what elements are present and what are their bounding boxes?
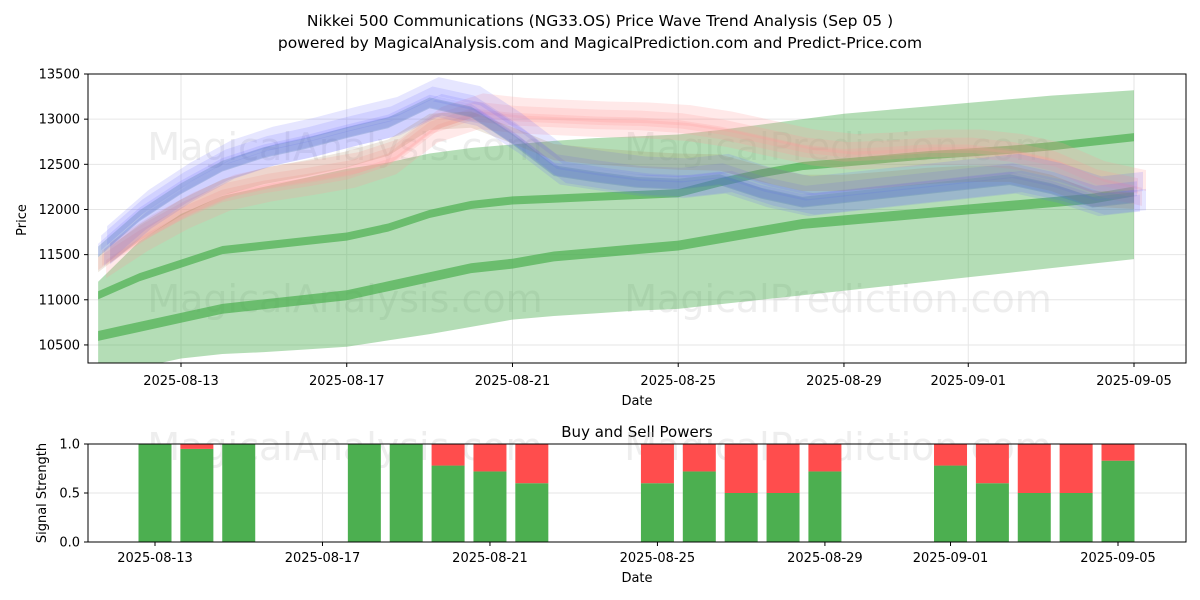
sell-power-bar [473, 444, 507, 472]
buy-power-bar [934, 465, 968, 542]
price-chart-xlabel: Date [621, 394, 652, 409]
red-wave-band [102, 101, 1139, 266]
red-wave-band [98, 108, 1135, 270]
sell-power-bar [1059, 444, 1093, 493]
buy-power-bar [766, 493, 800, 542]
buy-power-bar [515, 483, 549, 542]
watermark-prediction-mid: MagicalPrediction.com [624, 277, 1052, 321]
sell-power-bar [431, 444, 465, 466]
power-y-tick-label: 0.0 [59, 536, 80, 551]
sell-power-bar [180, 444, 214, 449]
blue-wave-band [101, 86, 1138, 251]
price-y-tick-label: 11000 [39, 293, 80, 308]
buy-power-bar [1059, 493, 1093, 542]
price-y-tick-label: 12500 [39, 158, 80, 173]
sell-power-bar [640, 444, 674, 484]
power-chart-title: Buy and Sell Powers [561, 423, 713, 441]
steel-wave-band [98, 97, 1135, 258]
chart-title-line1: Nikkei 500 Communications (NG33.OS) Pric… [307, 12, 893, 30]
power-x-tick-label: 2025-08-29 [787, 551, 863, 566]
green-mid-line-1-band [98, 133, 1135, 300]
overlap-wave-band [98, 111, 1135, 273]
watermark-analysis-top: MagicalAnalysis.com [147, 125, 542, 169]
blue-wave-band [104, 99, 1141, 266]
buy-power-bar [975, 483, 1009, 542]
power-x-tick-label: 2025-09-01 [913, 551, 989, 566]
sell-power-bar [724, 444, 758, 493]
power-y-tick-label: 0.5 [59, 487, 80, 502]
buy-power-bar [808, 471, 842, 542]
sell-power-bar [766, 444, 800, 493]
red-wave-band [106, 111, 1143, 279]
power-chart-bars [138, 444, 1135, 542]
power-chart-axes: 2025-08-13 2025-08-17 2025-08-21 2025-08-25… [59, 438, 1155, 567]
buy-power-bar [724, 493, 758, 542]
price-x-tick-label: 2025-09-05 [1096, 374, 1172, 389]
price-y-tick-label: 13000 [39, 113, 80, 128]
buy-power-bar [682, 471, 716, 542]
power-x-tick-label: 2025-08-17 [285, 551, 361, 566]
buy-power-bar [347, 444, 381, 542]
power-x-tick-label: 2025-08-13 [117, 551, 193, 566]
buy-power-bar [138, 444, 172, 542]
sell-power-bar [515, 444, 549, 484]
blue-wave-band [110, 94, 1147, 265]
price-x-tick-label: 2025-08-21 [475, 374, 551, 389]
green-mid-line-2-band [98, 186, 1135, 341]
price-y-tick-label: 11500 [39, 248, 80, 263]
power-x-tick-label: 2025-08-21 [452, 551, 528, 566]
price-series-group [98, 77, 1147, 363]
price-x-tick-label: 2025-08-17 [309, 374, 385, 389]
sell-power-bar [808, 444, 842, 472]
red-wave-band [110, 93, 1147, 264]
price-chart-frame [87, 73, 1187, 364]
buy-power-bar [1017, 493, 1051, 542]
power-x-tick-label: 2025-08-25 [620, 551, 696, 566]
chart-title-line2: powered by MagicalAnalysis.com and Magic… [278, 34, 922, 52]
price-y-tick-label: 13500 [39, 68, 80, 83]
sell-power-bar [975, 444, 1009, 484]
power-chart-ylabel: Signal Strength [35, 443, 50, 543]
price-x-tick-label: 2025-09-01 [930, 374, 1006, 389]
price-chart-series [98, 77, 1147, 363]
blue-wave-band [98, 94, 1135, 257]
buy-power-bar [431, 465, 465, 542]
sell-power-bar [1101, 444, 1135, 461]
power-chart-xlabel: Date [621, 571, 652, 586]
price-chart-axes: 2025-08-13 2025-08-17 2025-08-21 2025-08-25… [39, 68, 1172, 390]
price-y-tick-label: 12000 [39, 203, 80, 218]
buy-power-bar [640, 483, 674, 542]
buy-power-bar [389, 444, 423, 542]
sell-power-bar [934, 444, 968, 466]
price-chart-ylabel: Price [15, 204, 30, 236]
price-x-tick-label: 2025-08-13 [143, 374, 219, 389]
sell-power-bar [682, 444, 716, 472]
buy-power-bar [222, 444, 256, 542]
buy-power-bar [473, 471, 507, 542]
blue-wave-band [107, 77, 1144, 246]
price-x-tick-label: 2025-08-25 [640, 374, 716, 389]
buy-power-bar [180, 448, 214, 542]
power-y-tick-label: 1.0 [59, 438, 80, 453]
price-x-tick-label: 2025-08-29 [806, 374, 882, 389]
buy-power-bar [1101, 460, 1135, 542]
price-y-tick-label: 10500 [39, 338, 80, 353]
sell-power-bar [1017, 444, 1051, 493]
power-x-tick-label: 2025-09-05 [1080, 551, 1156, 566]
